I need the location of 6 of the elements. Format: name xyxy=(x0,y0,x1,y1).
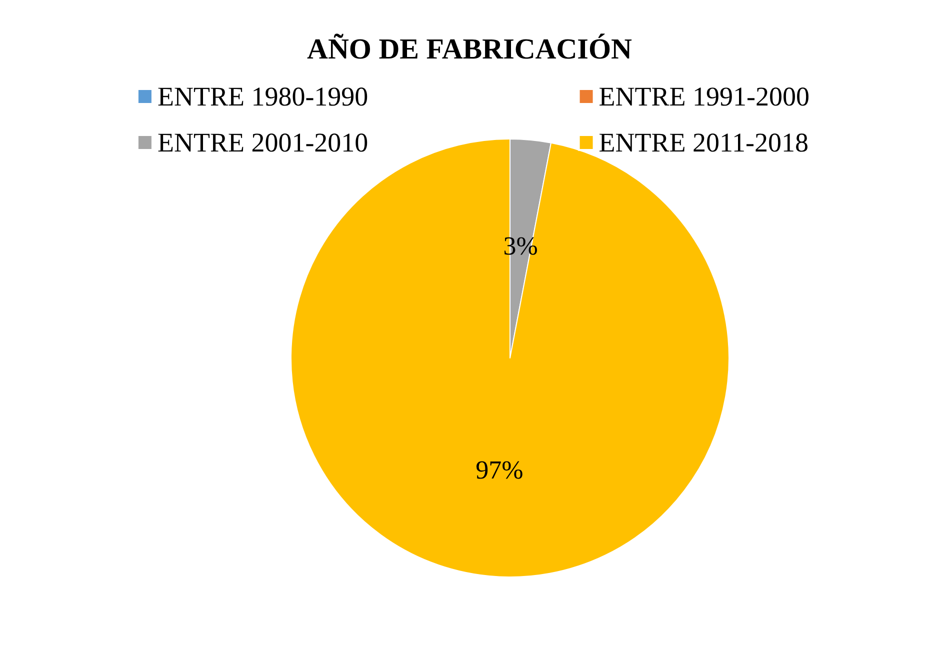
legend-label: ENTRE 1991-2000 xyxy=(598,82,810,112)
legend-label: ENTRE 2001-2010 xyxy=(157,128,368,158)
chart-title: AÑO DE FABRICACIÓN xyxy=(307,34,632,66)
legend-label: ENTRE 2011-2018 xyxy=(598,128,809,158)
legend-label: ENTRE 1980-1990 xyxy=(157,82,368,112)
data-label: 97% xyxy=(476,456,524,484)
